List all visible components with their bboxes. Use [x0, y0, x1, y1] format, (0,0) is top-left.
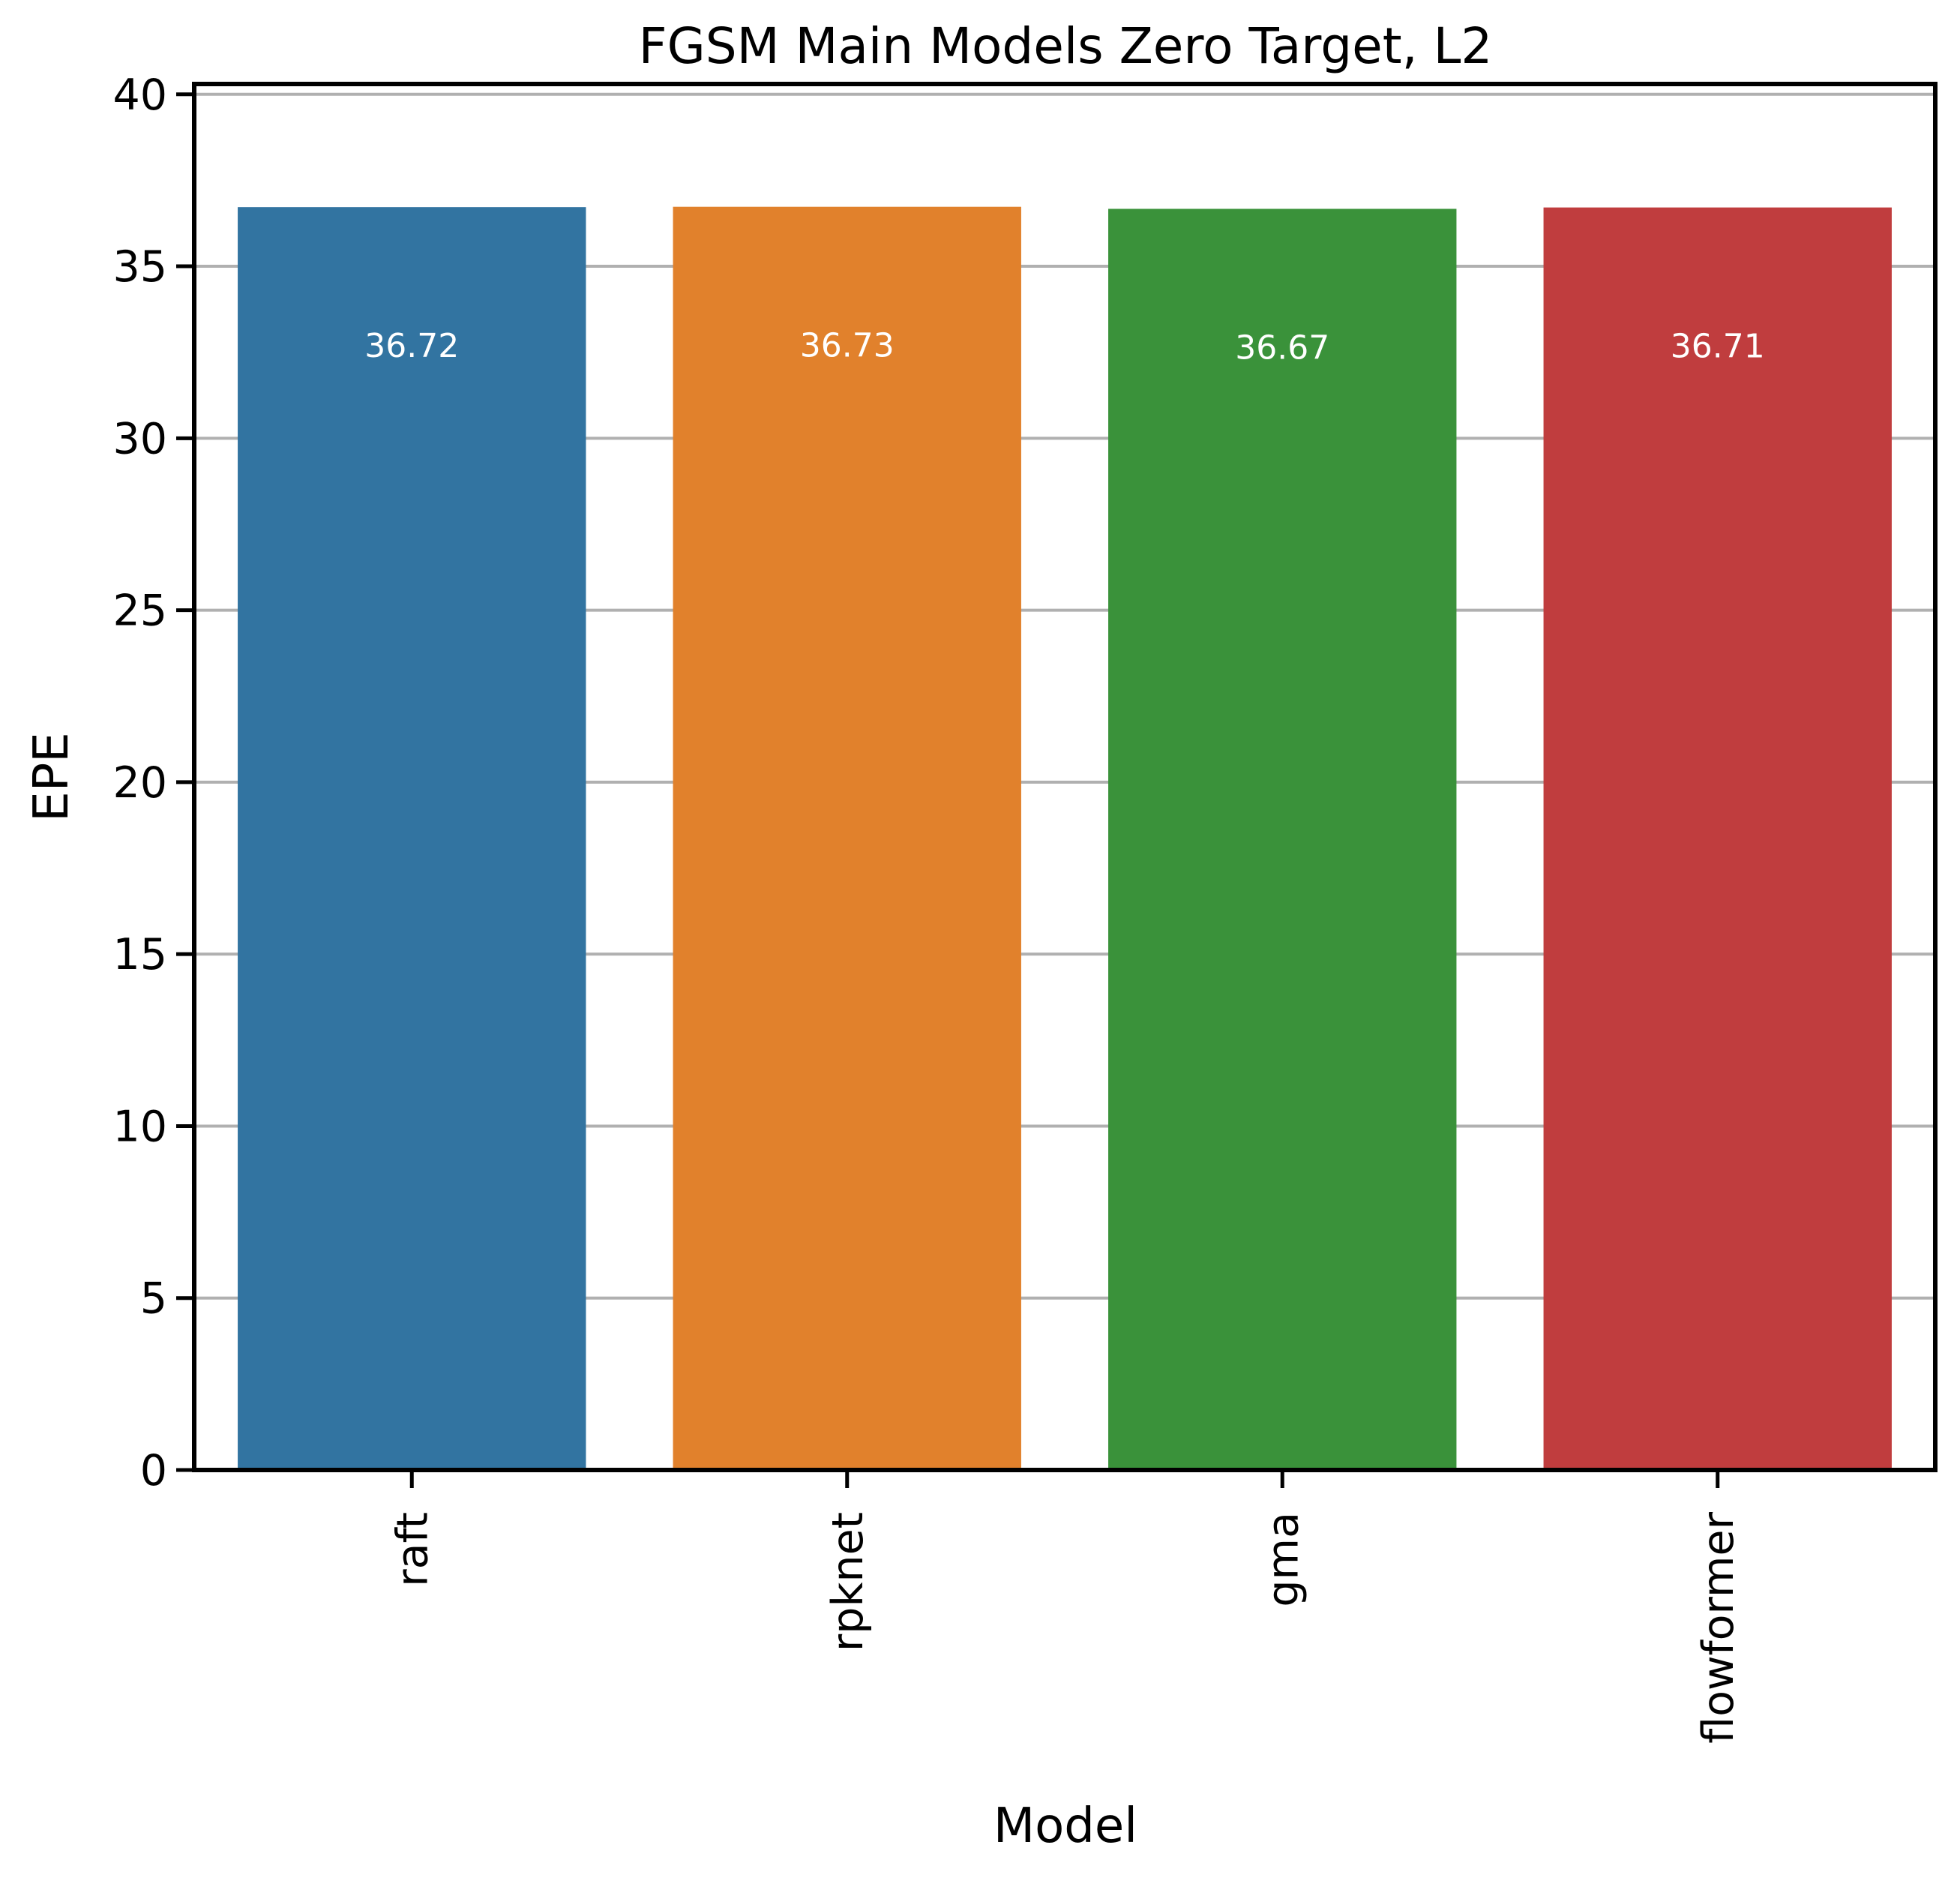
x-tick-label-flowformer: flowformer: [1694, 1511, 1743, 1743]
data-label-rpknet: 36.73: [800, 327, 895, 365]
y-tick-label: 30: [112, 414, 167, 464]
bar-gma: [1108, 208, 1457, 1471]
data-labels: 36.72 36.73 36.67 36.71: [364, 327, 1764, 368]
y-tick-label: 0: [140, 1446, 167, 1496]
bar-raft: [238, 207, 586, 1470]
bar-rpknet: [673, 206, 1021, 1471]
y-tick-label: 20: [112, 758, 167, 808]
y-axis-ticks: 0 5 10 15 20 25 30 35 40: [112, 70, 194, 1496]
x-tick-label-raft: raft: [388, 1512, 437, 1587]
bar-flowformer: [1543, 207, 1892, 1471]
y-tick-label: 40: [112, 70, 167, 120]
chart-title: FGSM Main Models Zero Target, L2: [639, 17, 1493, 75]
x-axis-label: Model: [993, 1798, 1137, 1854]
x-tick-label-rpknet: rpknet: [823, 1512, 873, 1652]
y-tick-label: 35: [112, 242, 167, 292]
data-label-gma: 36.67: [1235, 328, 1329, 367]
data-label-raft: 36.72: [364, 327, 459, 365]
x-tick-label-gma: gma: [1258, 1512, 1308, 1607]
y-tick-label: 25: [112, 586, 167, 636]
y-axis-label: EPE: [24, 732, 79, 821]
y-tick-label: 15: [112, 930, 167, 980]
data-label-flowformer: 36.71: [1671, 328, 1765, 366]
y-tick-label: 5: [140, 1274, 167, 1324]
bars: [238, 206, 1892, 1471]
y-tick-label: 10: [112, 1102, 167, 1151]
x-axis-ticks: raft rpknet gma flowformer: [388, 1470, 1743, 1744]
plot-frame: [192, 82, 1938, 1472]
